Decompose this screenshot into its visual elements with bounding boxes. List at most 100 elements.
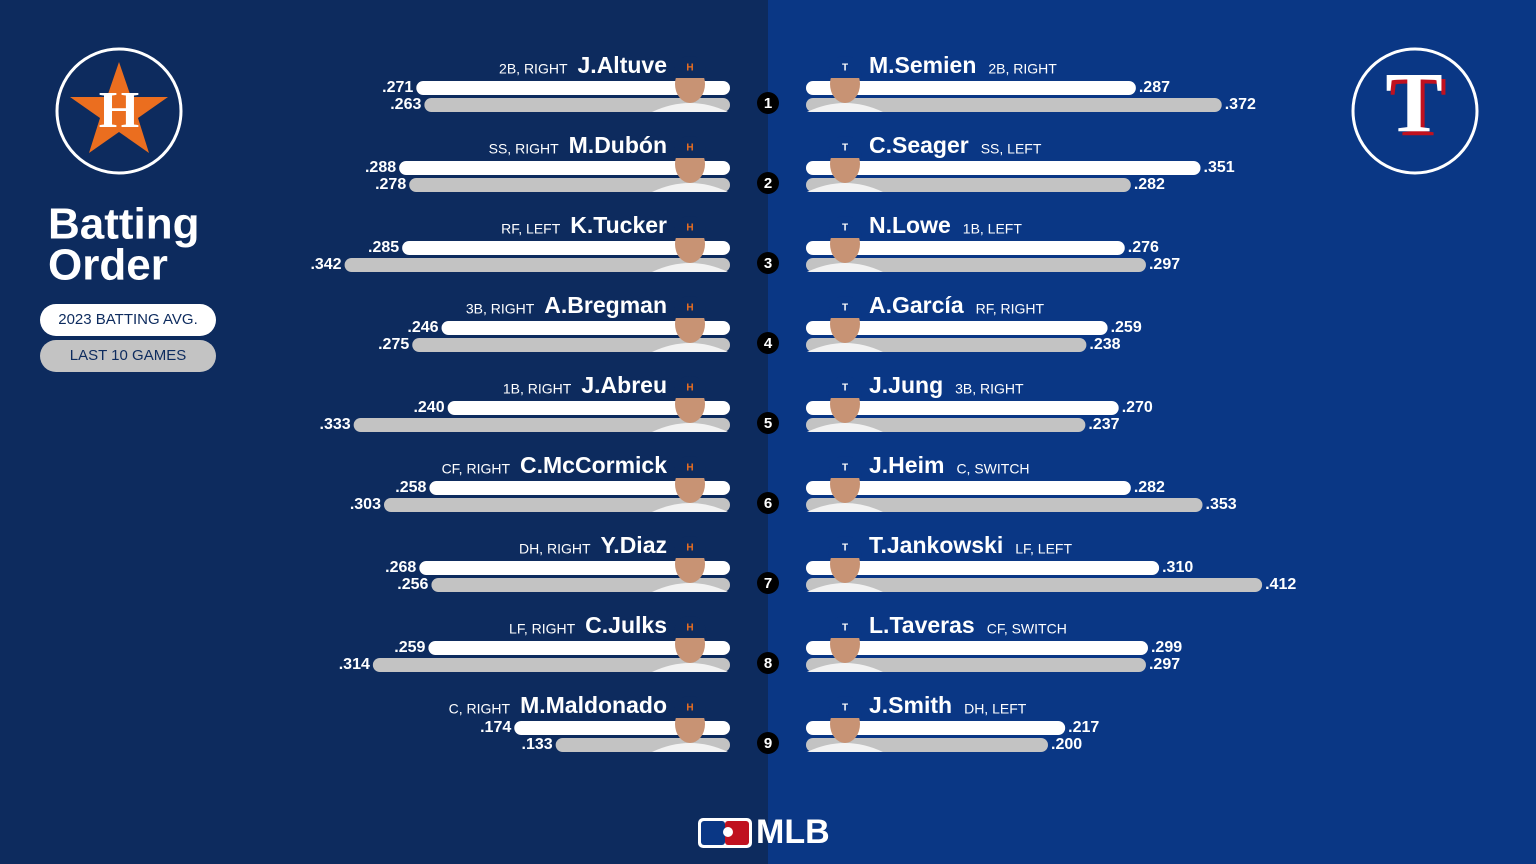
mlb-logo: MLB [698,813,830,851]
jersey [652,423,728,432]
player-name: J.Jung [869,372,943,398]
player-name: C.McCormick [520,452,667,478]
cap [828,376,862,398]
legend-label: 2023 BATTING AVG. [58,311,198,328]
cap [828,216,862,238]
headshot: H [652,56,728,112]
player-position: DH, RIGHT [519,541,591,557]
player-position: LF, LEFT [1015,541,1072,557]
player-name: T.Jankowski [869,532,1003,558]
value-label: .246 [407,319,438,336]
jersey [807,663,883,672]
jersey [652,183,728,192]
headshot: T [807,456,883,512]
headshot: H [652,296,728,352]
astros-logo: H [55,47,183,175]
order-number: 8 [764,655,772,672]
value-label: .285 [368,239,399,256]
player-name: M.Dubón [569,132,667,158]
player-position: SS, LEFT [981,141,1042,157]
cap-mark: T [842,63,848,74]
jersey [807,743,883,752]
player-position: 2B, RIGHT [988,61,1057,77]
player-name: A.García [869,292,964,318]
value-label: .351 [1204,159,1235,176]
player-position: 1B, LEFT [963,221,1023,237]
headshot: T [807,56,883,112]
order-number: 5 [764,415,772,432]
value-label: .353 [1206,496,1237,513]
order-badge [757,732,779,754]
order-number: 2 [764,175,772,192]
value-label: .200 [1051,736,1082,753]
cap-mark: T [842,543,848,554]
headshot: H [652,136,728,192]
player-position: RF, RIGHT [976,301,1045,317]
value-label: .259 [394,639,425,656]
order-number: 9 [764,735,772,752]
headshot: H [652,696,728,752]
value-label: .237 [1088,416,1119,433]
player-position: 2B, RIGHT [499,61,568,77]
player-name: C.Seager [869,132,969,158]
cap-mark: T [842,703,848,714]
bar [806,241,1125,255]
value-label: .299 [1151,639,1182,656]
value-label: .238 [1089,336,1120,353]
rangers-logo: T T [1351,47,1479,175]
player-position: 3B, RIGHT [955,381,1024,397]
bar [419,561,730,575]
player-name: J.Heim [869,452,944,478]
value-label: .270 [1122,399,1153,416]
player-position: C, SWITCH [956,461,1029,477]
value-label: .297 [1149,656,1180,673]
order-badge [757,172,779,194]
value-label: .288 [365,159,396,176]
bar [806,578,1263,592]
headshot: H [652,536,728,592]
cap-mark: T [842,303,848,314]
headshot: T [807,136,883,192]
bar [412,338,730,352]
jersey [652,663,728,672]
cap-mark: H [686,543,693,554]
player-name: Y.Diaz [601,532,667,558]
jersey [807,103,883,112]
cap-mark: H [686,303,693,314]
bar [416,81,730,95]
cap-mark: H [686,703,693,714]
value-label: .240 [413,399,444,416]
title-line: Batting [48,200,200,249]
jersey [652,103,728,112]
cap [673,136,707,158]
value-label: .287 [1139,79,1170,96]
bar [441,321,730,335]
player-name: M.Semien [869,52,976,78]
value-label: .271 [382,79,413,96]
bar [806,81,1136,95]
order-number: 3 [764,255,772,272]
cap [828,696,862,718]
bar [806,481,1131,495]
player-name: J.Smith [869,692,952,718]
cap-mark: T [842,463,848,474]
headshot: H [652,376,728,432]
cap [673,696,707,718]
order-badge [757,92,779,114]
value-label: .342 [310,256,341,273]
value-label: .174 [480,719,511,736]
value-label: .259 [1111,319,1142,336]
headshot: T [807,536,883,592]
player-position: DH, LEFT [964,701,1027,717]
headshot: T [807,296,883,352]
bar [344,258,730,272]
jersey [652,503,728,512]
bar [806,98,1222,112]
value-label: .268 [385,559,416,576]
value-label: .303 [350,496,381,513]
headshot: T [807,696,883,752]
player-position: CF, RIGHT [442,461,511,477]
cap-mark: H [686,223,693,234]
